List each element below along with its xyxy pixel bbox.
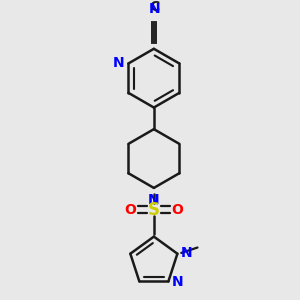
Text: O: O	[125, 202, 136, 217]
Text: N: N	[181, 246, 192, 260]
Text: C: C	[149, 0, 160, 14]
Text: S: S	[148, 201, 160, 219]
Text: N: N	[149, 2, 161, 16]
Text: N: N	[113, 56, 124, 70]
Text: O: O	[171, 202, 183, 217]
Text: N: N	[172, 275, 183, 289]
Text: N: N	[148, 193, 160, 207]
